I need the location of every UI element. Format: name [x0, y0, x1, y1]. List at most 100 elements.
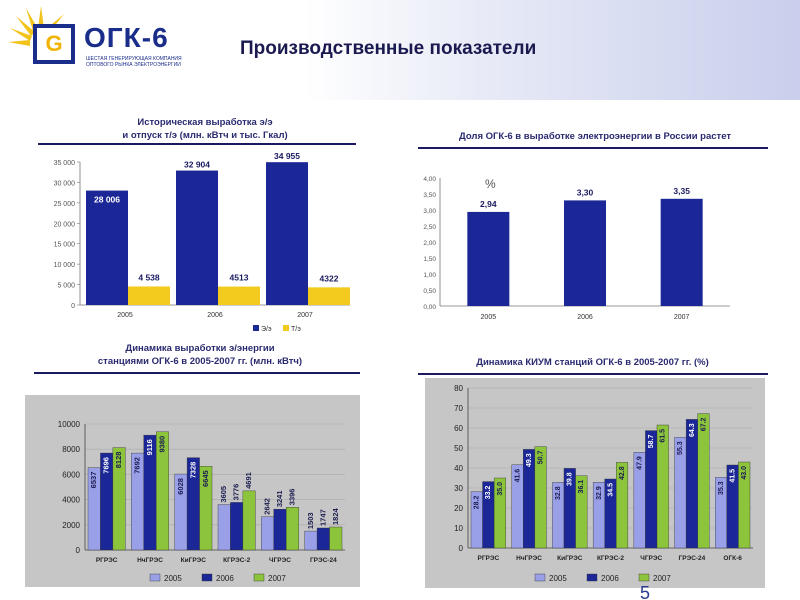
data-label: 34 955 [274, 151, 300, 161]
bar [738, 461, 751, 549]
data-label: 35.0 [497, 482, 504, 496]
y-tick-label: 20 000 [54, 221, 76, 228]
bar [286, 507, 299, 551]
data-label: 6028 [176, 478, 185, 495]
bar [176, 170, 218, 305]
y-tick-label: 4000 [62, 496, 80, 505]
y-tick-label: 10 000 [54, 262, 76, 269]
data-label: 55.3 [677, 441, 684, 455]
legend-swatch [253, 573, 265, 582]
x-tick-label: КиГРЭС [557, 555, 583, 562]
y-tick-label: 8000 [62, 445, 80, 454]
data-label: 3776 [232, 484, 241, 501]
logo-name: ОГК-6 [84, 22, 169, 53]
y-tick-label: 3,50 [423, 192, 436, 199]
data-label: 7696 [102, 457, 111, 474]
data-label: 28.2 [474, 495, 481, 509]
data-label: 4513 [230, 273, 249, 283]
bar [304, 530, 318, 551]
data-label: 6537 [89, 472, 98, 489]
legend-label: Т/э [291, 326, 301, 333]
y-tick-label: 0,00 [423, 304, 436, 311]
y-tick-label: 70 [454, 404, 463, 413]
data-label: 1824 [331, 508, 340, 526]
x-tick-label: РГРЭС [96, 557, 118, 564]
data-label: 4691 [244, 472, 253, 489]
legend-swatch [283, 325, 289, 331]
y-tick-label: 0 [71, 303, 75, 310]
logo-subtitle: Шестая генерирующая компания оптового ры… [86, 56, 182, 68]
bar [616, 462, 629, 549]
bar [685, 419, 698, 549]
bar [261, 516, 274, 551]
data-label: 3,30 [577, 187, 594, 197]
bar [273, 508, 287, 551]
bar [242, 490, 256, 551]
data-label: 33.2 [485, 485, 492, 499]
panel-rule [34, 372, 360, 374]
y-tick-label: 35 000 [54, 160, 76, 167]
x-tick-label: 2005 [481, 314, 497, 321]
data-label: 67.2 [700, 417, 707, 431]
unit-label: % [485, 177, 496, 191]
x-tick-label: КГРЭС-2 [597, 555, 624, 562]
data-label: 34.5 [607, 483, 614, 497]
x-tick-label: ЧГРЭС [640, 555, 662, 562]
y-tick-label: 3,00 [423, 208, 436, 215]
panel-rule [38, 143, 356, 145]
logo-emblem-icon: G [33, 24, 75, 64]
data-label: 1503 [306, 512, 315, 529]
chart-share: 0,00 0,50 1,00 1,50 2,00 2,50 3,00 3,50 4,00 % 2,9… [423, 176, 730, 321]
y-tick-label: 0 [76, 546, 81, 555]
data-label: 41.6 [514, 469, 521, 483]
chart-historical: 0 5 000 10 000 15 000 20 000 25 000 30 000 35 0… [54, 151, 350, 333]
data-label: 2642 [263, 498, 272, 515]
data-label: 61.5 [660, 429, 667, 443]
x-tick-label: НчГРЭС [137, 557, 163, 564]
y-tick-label: 5 000 [57, 283, 75, 290]
y-tick-label: 40 [454, 464, 463, 473]
chart-title-stations-output: Динамика выработки э/энергии станциями О… [97, 343, 303, 367]
legend-label: 2005 [164, 574, 182, 583]
y-tick-label: 10000 [58, 420, 81, 429]
legend-swatch [586, 573, 598, 582]
y-tick-label: 2,00 [423, 240, 436, 247]
y-tick-label: 20 [454, 504, 463, 513]
y-tick-label: 4,00 [423, 176, 436, 183]
data-label: 9116 [145, 439, 154, 455]
bar [534, 446, 547, 549]
data-label: 2,94 [480, 199, 497, 209]
chart-title-kium: Динамика КИУМ станций ОГК-6 в 2005-2007 … [476, 357, 709, 368]
x-tick-label: ОГК-6 [723, 555, 742, 562]
y-tick-label: 2,50 [423, 224, 436, 231]
bar [230, 502, 244, 551]
y-tick-label: 0 [459, 544, 464, 553]
data-label: 64.3 [689, 423, 696, 437]
x-tick-label: ГРЭС-24 [679, 555, 706, 562]
panel-rule [418, 147, 768, 149]
x-tick-label: КиГРЭС [181, 557, 207, 564]
y-tick-label: 80 [454, 384, 463, 393]
data-label: 58.7 [648, 434, 655, 448]
data-label: 9380 [157, 436, 166, 453]
bar [493, 477, 506, 549]
sun-logo-icon [8, 6, 64, 46]
page-title: Производственные показатели [240, 38, 537, 59]
data-label: 42.8 [619, 466, 626, 480]
data-label: 7692 [133, 457, 142, 474]
bar [266, 162, 308, 305]
data-label: 39.8 [567, 472, 574, 486]
data-label: 32.9 [596, 486, 603, 500]
legend-label: 2006 [601, 574, 619, 583]
chart-stations-output: 0 2000 4000 6000 8000 10000 6537 7696 8128 РГРЭС 7… [25, 395, 360, 587]
y-tick-label: 1,50 [423, 256, 436, 263]
data-label: 32 904 [184, 160, 210, 170]
y-tick-label: 2000 [62, 521, 80, 530]
chart-title-share: Доля ОГК-6 в выработке электроэнергии в … [458, 131, 732, 142]
y-tick-label: 10 [454, 524, 463, 533]
data-label: 41.5 [729, 469, 736, 483]
x-tick-label: 2006 [577, 314, 593, 321]
y-tick-label: 60 [454, 424, 463, 433]
legend-label: 2005 [549, 574, 567, 583]
legend-swatch [638, 573, 650, 582]
